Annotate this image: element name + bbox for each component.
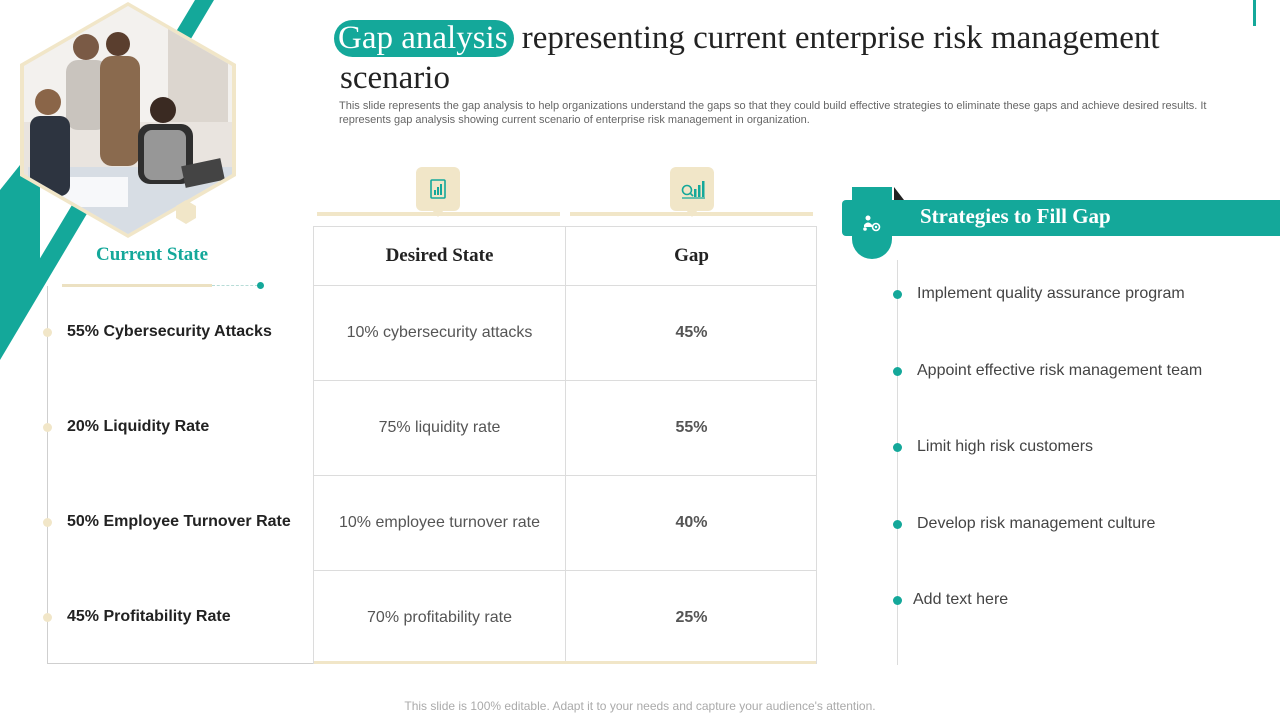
current-state-item: 55% Cybersecurity Attacks (43, 322, 272, 342)
strategies-timeline (897, 260, 898, 665)
strategy-label: Develop risk management culture (917, 515, 1156, 532)
bullet-icon (43, 517, 52, 527)
table-bottom-band (314, 661, 816, 664)
current-state-label: 20% Liquidity Rate (67, 418, 210, 435)
strategy-item: Limit high risk customers (893, 436, 1093, 458)
report-chart-icon (416, 167, 460, 217)
row-divider (314, 475, 816, 476)
strategy-label: Appoint effective risk management team (917, 362, 1203, 379)
current-state-dot (257, 282, 264, 289)
gap-cell: 45% (675, 323, 708, 341)
title-rest: representing current enterprise risk man… (340, 20, 1160, 96)
strategy-item: Add text here (893, 589, 1008, 611)
slide-footer-note: This slide is 100% editable. Adapt it to… (404, 699, 876, 713)
current-state-label: 55% Cybersecurity Attacks (67, 323, 272, 340)
bullet-icon (43, 422, 52, 432)
gap-cell: 25% (675, 608, 708, 626)
current-state-dashed-line (212, 285, 258, 286)
current-state-heading: Current State (96, 244, 209, 265)
bullet-icon (893, 366, 902, 376)
strategies-header-bar (842, 200, 1280, 236)
bullet-icon (43, 612, 52, 622)
current-state-item: 20% Liquidity Rate (43, 417, 209, 437)
team-meeting-photo (20, 2, 236, 238)
bullet-icon (893, 442, 902, 452)
row-divider (314, 380, 816, 381)
bullet-icon (893, 289, 902, 299)
desired-state-cell: 10% employee turnover rate (339, 513, 540, 531)
gap-header-rule (570, 212, 813, 216)
current-state-label: 45% Profitability Rate (67, 608, 231, 625)
bullet-icon (893, 519, 902, 529)
strategies-header-fold (894, 187, 904, 200)
slide-title: Gap analysis representing current enterp… (334, 18, 1220, 98)
current-state-item: 50% Employee Turnover Rate (43, 512, 291, 532)
strategy-label: Limit high risk customers (917, 438, 1094, 455)
title-highlight: Gap analysis (334, 20, 514, 57)
gap-cell: 40% (675, 513, 708, 531)
strategy-label: Implement quality assurance program (917, 285, 1185, 302)
desired-state-cell: 10% cybersecurity attacks (346, 323, 533, 341)
desired-state-header-rule (317, 212, 560, 216)
column-divider (565, 227, 566, 663)
bullet-icon (43, 327, 52, 337)
row-divider (314, 570, 816, 571)
strategy-item: Implement quality assurance program (893, 283, 1185, 305)
column-header-gap: Gap (674, 245, 709, 266)
current-state-frame-left (47, 286, 48, 664)
strategy-item: Develop risk management culture (893, 513, 1155, 535)
bar-chart-magnifier-icon (670, 167, 714, 217)
bullet-icon (893, 595, 902, 605)
slide-subtitle: This slide represents the gap analysis t… (339, 100, 1207, 126)
gap-table: Desired State Gap 10% cybersecurity atta… (313, 226, 817, 664)
desired-state-cell: 75% liquidity rate (378, 418, 501, 436)
strategy-label: Add text here (913, 591, 1009, 608)
top-accent-rule (1253, 0, 1256, 26)
row-divider (314, 285, 816, 286)
strategy-item: Appoint effective risk management team (893, 360, 1202, 382)
current-state-label: 50% Employee Turnover Rate (67, 513, 291, 530)
desired-state-cell: 70% profitability rate (367, 608, 512, 626)
gap-cell: 55% (675, 418, 708, 436)
current-state-frame-bottom (47, 663, 313, 664)
column-header-desired-state: Desired State (385, 245, 494, 266)
current-state-item: 45% Profitability Rate (43, 607, 231, 627)
current-state-rule (62, 284, 212, 287)
strategies-heading: Strategies to Fill Gap (920, 204, 1111, 228)
people-gear-icon (852, 187, 892, 259)
